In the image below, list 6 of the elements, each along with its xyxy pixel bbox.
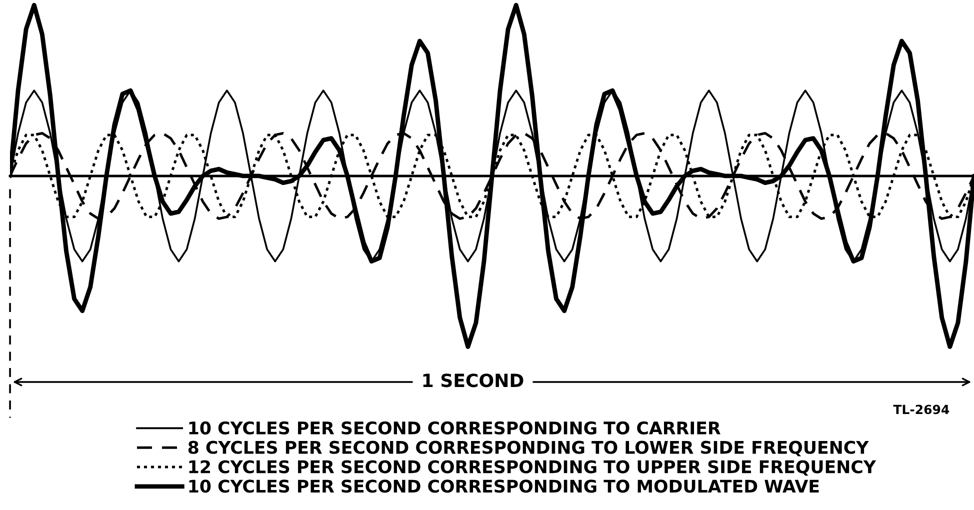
- text: TL-2694: [893, 404, 950, 414]
- legend-label: 10 CYCLES PER SECOND CORRESPONDING TO CARRIER: [189, 421, 720, 435]
- text: 1 SECOND: [423, 374, 524, 388]
- legend-label: 8 CYCLES PER SECOND CORRESPONDING TO LOWER SIDE FREQUENCY: [188, 440, 869, 456]
- legend-label: 10 CYCLES PER SECOND CORRESPONDING TO MODULATED WAVE: [189, 480, 819, 493]
- legend-label: 12 CYCLES PER SECOND CORRESPONDING TO UPPER SIDE FREQUENCY: [189, 460, 876, 476]
